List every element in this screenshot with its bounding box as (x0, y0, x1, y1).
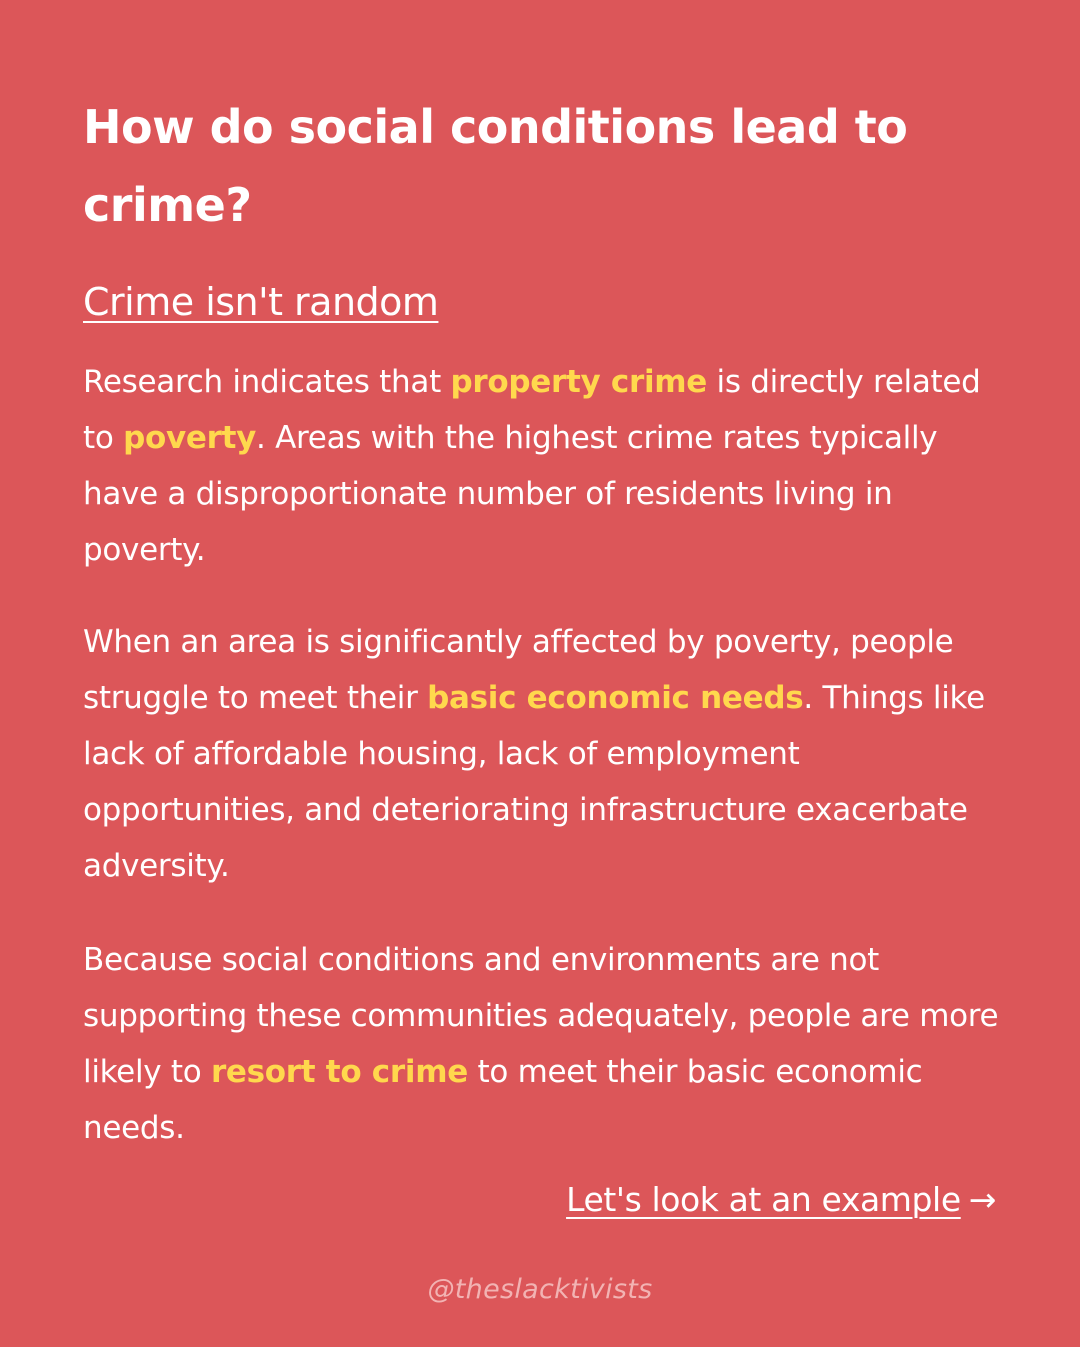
paragraph-text: . Things like lack of affordable housing… (83, 680, 985, 884)
paragraph-text: to meet their basic economic needs. (83, 1054, 923, 1146)
paragraph-text: Because social conditions and environmen… (83, 942, 999, 1090)
section-subtitle: Crime isn't random (83, 280, 439, 324)
highlight-text: property crime (450, 364, 707, 400)
paragraph-text: Research indicates that (83, 364, 451, 400)
next-example-label: Let's look at an example (566, 1180, 961, 1219)
highlight-text: resort to crime (210, 1054, 468, 1090)
paragraph-text: When an area is significantly affected b… (83, 624, 954, 716)
paragraph-1: Research indicates that property crime i… (83, 354, 1003, 578)
paragraph-text: . Areas with the highest crime rates typ… (83, 420, 938, 568)
author-handle: @theslacktivists (427, 1274, 653, 1305)
paragraph-3: Because social conditions and environmen… (83, 932, 1003, 1156)
highlight-text: poverty (123, 420, 257, 456)
next-example-link[interactable]: Let's look at an example → (566, 1172, 996, 1228)
paragraph-text: is directly related to (83, 364, 981, 456)
paragraph-2: When an area is significantly affected b… (83, 614, 1003, 894)
arrow-right-icon: → (968, 1180, 997, 1219)
highlight-text: basic economic needs (427, 680, 804, 716)
slide-title: How do social conditions lead to crime? (83, 100, 908, 232)
